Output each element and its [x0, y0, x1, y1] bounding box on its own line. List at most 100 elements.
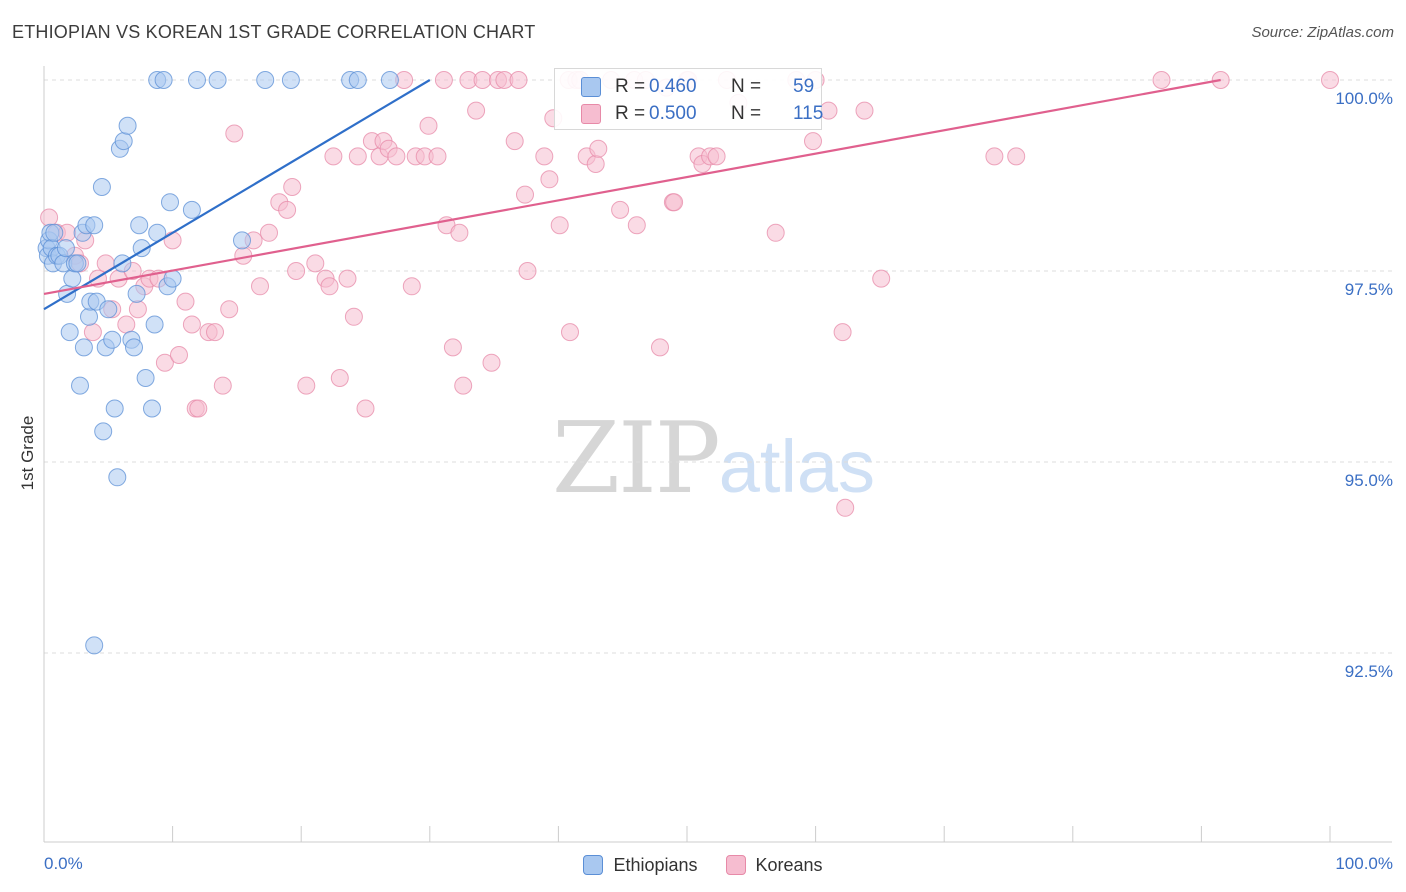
ethiopian-point	[208, 71, 227, 89]
korean-point	[473, 71, 492, 89]
stats-swatch-koreans	[581, 104, 601, 124]
ethiopian-point	[118, 116, 137, 135]
ethiopian-point	[161, 193, 179, 212]
korean-point	[707, 147, 726, 166]
korean-point	[855, 101, 874, 120]
ethiopian-point	[154, 71, 173, 89]
korean-trend-line	[43, 78, 1221, 296]
ethiopian-point	[125, 338, 143, 357]
korean-point	[766, 223, 785, 242]
korean-point	[1211, 71, 1230, 89]
korean-point	[163, 231, 182, 250]
korean-point	[344, 307, 363, 326]
stats-r-value: 0.500	[649, 103, 697, 124]
ethiopian-point	[132, 239, 151, 258]
korean-point	[467, 101, 486, 120]
korean-point	[505, 132, 524, 151]
ethiopian-point	[108, 468, 127, 487]
korean-point	[540, 170, 559, 189]
korean-point	[450, 223, 469, 242]
ethiopian-point	[92, 178, 111, 196]
korean-point	[117, 315, 136, 334]
ethiopian-point	[136, 369, 155, 387]
korean-point	[627, 216, 646, 235]
bottom-legend: Ethiopians Koreans	[0, 851, 1406, 879]
korean-point	[589, 139, 608, 158]
stats-swatch-ethiopians	[581, 77, 601, 97]
korean-point	[985, 147, 1004, 166]
korean-point	[324, 147, 343, 166]
korean-point	[804, 132, 822, 151]
korean-point	[516, 185, 534, 204]
legend-item-ethiopians[interactable]: Ethiopians	[583, 855, 698, 876]
legend-swatch-ethiopians	[583, 855, 604, 875]
korean-point	[287, 262, 306, 280]
korean-point	[402, 277, 421, 296]
stats-n-value: 59	[793, 76, 815, 97]
y-axis-label: 1st Grade	[18, 415, 37, 491]
ethiopian-point	[63, 269, 82, 288]
korean-point	[225, 124, 244, 143]
korean-point	[348, 147, 367, 166]
stats-legend-box: R = 0.460 N = 59 R = 0.500 N = 115	[554, 68, 824, 130]
korean-point	[434, 71, 453, 89]
korean-point	[213, 376, 232, 395]
korean-point	[482, 353, 501, 372]
korean-point	[170, 346, 188, 364]
korean-point	[872, 269, 891, 288]
ethiopian-point	[256, 71, 275, 89]
korean-point	[338, 269, 357, 288]
korean-point	[428, 147, 447, 166]
korean-point	[509, 71, 528, 89]
ethiopian-point	[85, 636, 104, 655]
korean-point	[356, 399, 375, 418]
korean-point	[535, 147, 554, 166]
korean-point	[330, 369, 349, 387]
stats-r-label: R =	[615, 103, 646, 124]
korean-point	[320, 277, 339, 296]
korean-point	[1152, 71, 1171, 89]
korean-point	[251, 277, 269, 296]
korean-point	[561, 323, 579, 342]
ethiopian-point	[348, 71, 367, 89]
korean-point	[665, 193, 684, 212]
ethiopian-point	[56, 239, 75, 258]
korean-point	[586, 155, 605, 173]
legend-swatch-koreans	[725, 855, 746, 875]
korean-point	[1007, 147, 1026, 166]
korean-point	[260, 223, 278, 242]
ethiopian-point	[130, 216, 149, 235]
korean-point	[443, 338, 462, 357]
legend-label-koreans: Koreans	[755, 854, 823, 875]
stats-r-label: R =	[615, 76, 646, 97]
korean-point	[387, 147, 406, 166]
ethiopian-point	[103, 330, 122, 349]
ethiopian-point	[182, 200, 201, 219]
ethiopian-point	[68, 254, 87, 273]
korean-point	[176, 292, 195, 311]
korean-point	[189, 399, 208, 418]
korean-point	[651, 338, 669, 357]
korean-point	[454, 376, 473, 395]
korean-point	[518, 262, 537, 280]
ethiopian-point	[60, 323, 79, 342]
legend-item-koreans[interactable]: Koreans	[725, 854, 823, 876]
ethiopian-point	[380, 71, 399, 89]
korean-point	[283, 178, 302, 196]
korean-point	[550, 216, 569, 235]
ethiopian-point	[94, 422, 113, 441]
stats-r-value: 0.460	[649, 76, 697, 97]
korean-point	[278, 200, 297, 219]
korean-point	[611, 200, 630, 219]
x-tick-label: 100.0%	[1335, 854, 1393, 873]
ethiopian-point	[45, 223, 64, 242]
ethiopian-point	[145, 315, 164, 334]
stats-n-value: 115	[793, 103, 824, 124]
korean-point	[833, 323, 852, 342]
korean-point	[206, 323, 224, 342]
korean-point	[220, 300, 239, 319]
korean-point	[419, 116, 438, 135]
ethiopian-point	[74, 338, 93, 357]
korean-point	[1321, 71, 1339, 89]
